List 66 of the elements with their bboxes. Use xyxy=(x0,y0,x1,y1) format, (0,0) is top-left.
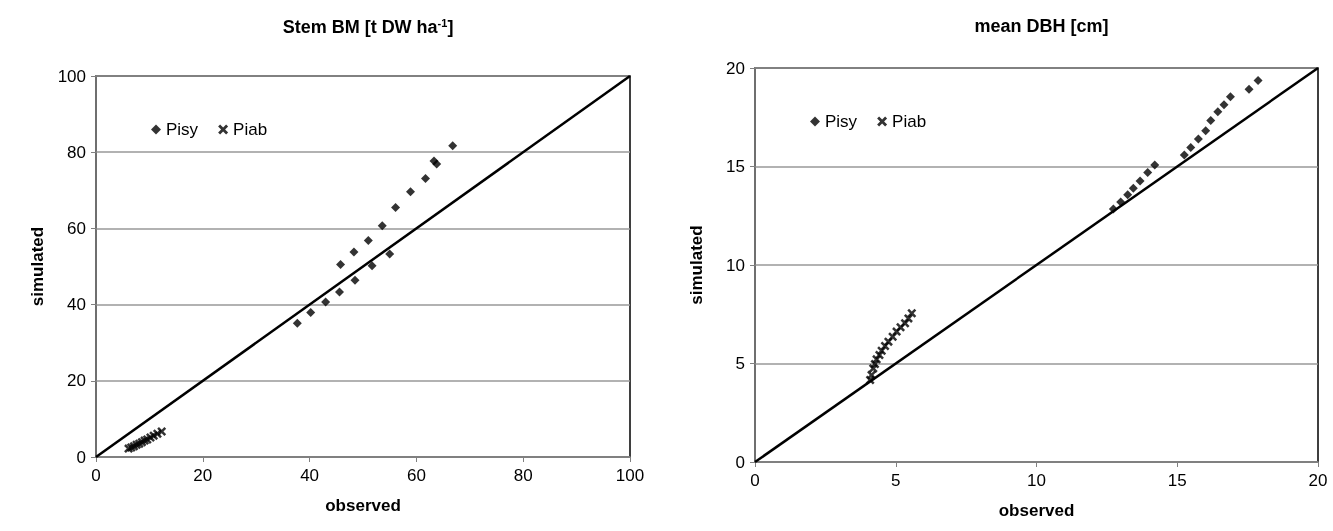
y-tick-label: 60 xyxy=(67,218,86,238)
point xyxy=(420,173,430,183)
point xyxy=(448,141,458,151)
point xyxy=(1206,116,1216,126)
point xyxy=(1179,150,1189,160)
x-tick-label: 20 xyxy=(193,466,213,485)
x-tick-label: 80 xyxy=(513,466,533,485)
point xyxy=(1116,197,1126,207)
point xyxy=(867,370,877,380)
y-axis-title: simulated xyxy=(687,225,706,305)
x-tick-label: 60 xyxy=(406,466,426,485)
y-tick-label: 100 xyxy=(57,66,86,86)
point xyxy=(1143,167,1153,177)
point xyxy=(1128,183,1138,193)
x-tick-label: 15 xyxy=(1167,471,1187,490)
legend-label: Piab xyxy=(892,112,927,131)
x-tick-label: 0 xyxy=(91,466,101,485)
point xyxy=(321,297,331,307)
y-tick-label: 80 xyxy=(67,142,86,162)
point xyxy=(1150,160,1160,170)
point xyxy=(377,221,387,231)
point xyxy=(335,287,344,297)
x-axis-title: observed xyxy=(998,501,1075,520)
y-tick-label: 5 xyxy=(735,354,745,373)
point xyxy=(349,247,359,257)
point xyxy=(1219,100,1229,110)
x-tick-label: 5 xyxy=(891,471,901,490)
y-tick-label: 15 xyxy=(726,157,745,176)
legend-label: Pisy xyxy=(825,112,858,131)
point xyxy=(363,236,373,246)
legend-label: Pisy xyxy=(166,120,199,139)
x-tick-label: 40 xyxy=(300,466,320,485)
y-tick-label: 10 xyxy=(726,255,745,275)
point xyxy=(157,426,167,436)
point xyxy=(907,308,917,318)
point xyxy=(1253,76,1263,86)
legend-label: Piab xyxy=(233,120,268,139)
y-tick-label: 20 xyxy=(67,371,86,391)
point xyxy=(1193,134,1203,144)
point xyxy=(1123,190,1133,200)
y-tick-label: 0 xyxy=(735,452,745,472)
point xyxy=(1186,142,1196,152)
point xyxy=(292,318,302,328)
point xyxy=(385,249,395,259)
point xyxy=(350,275,360,285)
y-axis-title: simulated xyxy=(28,226,47,307)
point xyxy=(1108,204,1118,214)
point xyxy=(336,260,346,270)
point xyxy=(367,261,377,271)
chart-title: mean DBH [cm] xyxy=(974,16,1109,36)
x-tick-label: 20 xyxy=(1308,471,1328,490)
point xyxy=(1201,126,1211,136)
point xyxy=(391,202,401,212)
point xyxy=(1225,92,1235,102)
point xyxy=(1135,176,1145,186)
x-tick-label: 100 xyxy=(615,466,645,485)
y-tick-label: 20 xyxy=(726,58,745,78)
point xyxy=(306,308,316,318)
x-axis-title: observed xyxy=(325,496,401,515)
point xyxy=(1244,84,1254,94)
y-tick-label: 0 xyxy=(76,447,86,467)
point xyxy=(406,187,416,197)
x-tick-label: 0 xyxy=(750,471,760,490)
x-tick-label: 10 xyxy=(1027,471,1046,490)
point xyxy=(1213,107,1223,117)
y-tick-label: 40 xyxy=(67,295,86,315)
